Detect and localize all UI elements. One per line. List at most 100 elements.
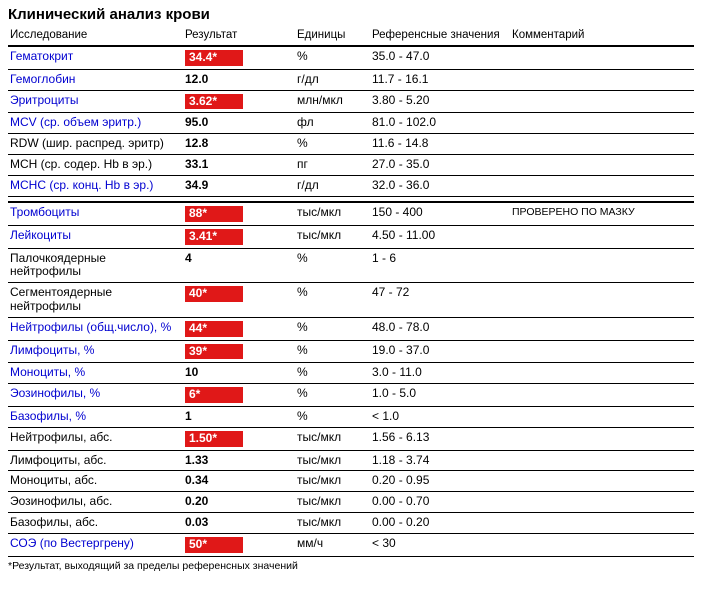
cell-units: % — [295, 248, 370, 283]
cell-name: Базофилы, абс. — [8, 513, 183, 534]
cell-result: 50* — [183, 533, 295, 556]
cell-comment — [510, 513, 694, 534]
cell-comment — [510, 407, 694, 428]
col-header-comment: Комментарий — [510, 27, 694, 46]
cell-comment — [510, 340, 694, 363]
table-row: Нейтрофилы (общ.число), %44*%48.0 - 78.0 — [8, 317, 694, 340]
cell-comment — [510, 225, 694, 248]
cell-reference: 11.7 - 16.1 — [370, 69, 510, 90]
cell-reference: < 30 — [370, 533, 510, 556]
cell-name[interactable]: СОЭ (по Вестергрену) — [8, 533, 183, 556]
cell-result: 6* — [183, 384, 295, 407]
cell-units: фл — [295, 113, 370, 134]
cell-comment — [510, 248, 694, 283]
blood-test-table: Исследование Результат Единицы Референсн… — [8, 27, 694, 557]
cell-reference: 19.0 - 37.0 — [370, 340, 510, 363]
cell-result: 12.0 — [183, 69, 295, 90]
cell-comment — [510, 46, 694, 69]
cell-name[interactable]: MCV (ср. объем эритр.) — [8, 113, 183, 134]
abnormal-flag: 3.62* — [185, 94, 243, 110]
table-row: Базофилы, %1%< 1.0 — [8, 407, 694, 428]
cell-name: Эозинофилы, абс. — [8, 492, 183, 513]
cell-units: тыс/мкл — [295, 225, 370, 248]
cell-reference: 11.6 - 14.8 — [370, 134, 510, 155]
cell-units: тыс/мкл — [295, 202, 370, 225]
cell-name: Нейтрофилы, абс. — [8, 427, 183, 450]
cell-units: % — [295, 340, 370, 363]
cell-comment — [510, 90, 694, 113]
cell-units: тыс/мкл — [295, 513, 370, 534]
cell-comment — [510, 450, 694, 471]
cell-name[interactable]: Тромбоциты — [8, 202, 183, 225]
cell-result: 0.34 — [183, 471, 295, 492]
cell-units: мм/ч — [295, 533, 370, 556]
cell-reference: 48.0 - 78.0 — [370, 317, 510, 340]
cell-result: 1.50* — [183, 427, 295, 450]
cell-comment — [510, 113, 694, 134]
cell-comment — [510, 175, 694, 196]
cell-name[interactable]: Нейтрофилы (общ.число), % — [8, 317, 183, 340]
cell-name[interactable]: Гемоглобин — [8, 69, 183, 90]
table-row: Гемоглобин12.0г/дл11.7 - 16.1 — [8, 69, 694, 90]
cell-result: 4 — [183, 248, 295, 283]
cell-name: Палочкоядерные нейтрофилы — [8, 248, 183, 283]
cell-name: Моноциты, абс. — [8, 471, 183, 492]
cell-reference: 47 - 72 — [370, 283, 510, 318]
cell-comment — [510, 154, 694, 175]
cell-reference: 1 - 6 — [370, 248, 510, 283]
cell-reference: 1.56 - 6.13 — [370, 427, 510, 450]
cell-result: 1 — [183, 407, 295, 428]
abnormal-flag: 1.50* — [185, 431, 243, 447]
cell-result: 3.41* — [183, 225, 295, 248]
cell-name[interactable]: Базофилы, % — [8, 407, 183, 428]
cell-name[interactable]: Лейкоциты — [8, 225, 183, 248]
cell-result: 0.20 — [183, 492, 295, 513]
cell-name: Сегментоядерные нейтрофилы — [8, 283, 183, 318]
abnormal-flag: 3.41* — [185, 229, 243, 245]
cell-name[interactable]: Гематокрит — [8, 46, 183, 69]
cell-name[interactable]: Лимфоциты, % — [8, 340, 183, 363]
cell-units: % — [295, 317, 370, 340]
cell-name[interactable]: MCHC (ср. конц. Hb в эр.) — [8, 175, 183, 196]
cell-comment — [510, 283, 694, 318]
col-header-name: Исследование — [8, 27, 183, 46]
cell-comment — [510, 69, 694, 90]
cell-reference: 1.0 - 5.0 — [370, 384, 510, 407]
table-row: Моноциты, %10%3.0 - 11.0 — [8, 363, 694, 384]
table-row: Эозинофилы, %6*%1.0 - 5.0 — [8, 384, 694, 407]
table-row: Сегментоядерные нейтрофилы40*%47 - 72 — [8, 283, 694, 318]
table-row: Нейтрофилы, абс.1.50* тыс/мкл1.56 - 6.13 — [8, 427, 694, 450]
cell-reference: 35.0 - 47.0 — [370, 46, 510, 69]
cell-reference: 1.18 - 3.74 — [370, 450, 510, 471]
cell-units: % — [295, 46, 370, 69]
cell-reference: 3.0 - 11.0 — [370, 363, 510, 384]
cell-name[interactable]: Моноциты, % — [8, 363, 183, 384]
cell-reference: < 1.0 — [370, 407, 510, 428]
cell-units: тыс/мкл — [295, 427, 370, 450]
cell-comment — [510, 134, 694, 155]
cell-units: пг — [295, 154, 370, 175]
table-row: Базофилы, абс.0.03тыс/мкл0.00 - 0.20 — [8, 513, 694, 534]
table-row: Тромбоциты88*тыс/мкл150 - 400ПРОВЕРЕНО П… — [8, 202, 694, 225]
table-row: Гематокрит34.4*%35.0 - 47.0 — [8, 46, 694, 69]
cell-name: RDW (шир. распред. эритр) — [8, 134, 183, 155]
col-header-result: Результат — [183, 27, 295, 46]
cell-units: г/дл — [295, 175, 370, 196]
table-row: Эритроциты3.62*млн/мкл3.80 - 5.20 — [8, 90, 694, 113]
cell-result: 12.8 — [183, 134, 295, 155]
cell-units: тыс/мкл — [295, 450, 370, 471]
cell-units: тыс/мкл — [295, 492, 370, 513]
cell-result: 33.1 — [183, 154, 295, 175]
cell-result: 10 — [183, 363, 295, 384]
cell-reference: 4.50 - 11.00 — [370, 225, 510, 248]
cell-name[interactable]: Эритроциты — [8, 90, 183, 113]
cell-reference: 0.20 - 0.95 — [370, 471, 510, 492]
table-row: Лимфоциты, абс.1.33тыс/мкл1.18 - 3.74 — [8, 450, 694, 471]
cell-units: % — [295, 407, 370, 428]
table-row: Моноциты, абс.0.34тыс/мкл0.20 - 0.95 — [8, 471, 694, 492]
cell-name[interactable]: Эозинофилы, % — [8, 384, 183, 407]
cell-result: 95.0 — [183, 113, 295, 134]
cell-comment — [510, 492, 694, 513]
col-header-reference: Референсные значения — [370, 27, 510, 46]
cell-reference: 27.0 - 35.0 — [370, 154, 510, 175]
